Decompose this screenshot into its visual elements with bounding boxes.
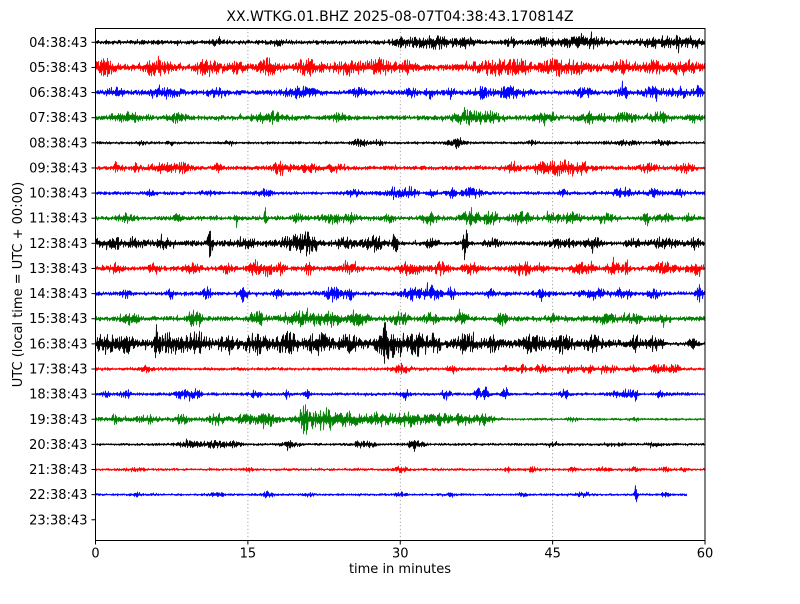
y-tick-label: 13:38:43 xyxy=(29,262,87,277)
trace-12:38:43 xyxy=(95,229,705,261)
trace-15:38:43 xyxy=(95,307,705,328)
axis-ticks: 0 15 30 45 60 04:38:43 05:38:43 06:38:43 07:38:4… xyxy=(29,36,713,562)
trace-20:38:43 xyxy=(95,438,705,452)
y-tick-label: 21:38:43 xyxy=(29,463,87,478)
plot-title: XX.WTKG.01.BHZ 2025-08-07T04:38:43.17081… xyxy=(226,9,573,25)
y-tick-label: 12:38:43 xyxy=(29,237,87,252)
y-tick-label: 11:38:43 xyxy=(29,212,87,227)
y-tick-label: 10:38:43 xyxy=(29,187,87,202)
y-tick-label: 06:38:43 xyxy=(29,86,87,101)
y-tick-label: 14:38:43 xyxy=(29,287,87,302)
x-tick-label: 15 xyxy=(240,547,257,562)
y-axis-label: UTC (local time = UTC + 00:00) xyxy=(11,182,26,387)
y-tick-label: 04:38:43 xyxy=(29,36,87,51)
y-tick-label: 05:38:43 xyxy=(29,61,87,76)
x-axis-label: time in minutes xyxy=(349,562,451,577)
x-tick-label: 0 xyxy=(91,547,99,562)
trace-07:38:43 xyxy=(95,106,705,127)
trace-16:38:43 xyxy=(95,322,705,364)
y-tick-label: 20:38:43 xyxy=(29,438,87,453)
trace-13:38:43 xyxy=(95,256,705,278)
x-tick-label: 60 xyxy=(697,547,714,562)
trace-04:38:43 xyxy=(95,31,705,54)
y-tick-label: 07:38:43 xyxy=(29,111,87,126)
trace-14:38:43 xyxy=(95,282,705,303)
x-tick-label: 30 xyxy=(392,547,409,562)
trace-09:38:43 xyxy=(95,159,705,177)
y-tick-label: 23:38:43 xyxy=(29,513,87,528)
trace-21:38:43 xyxy=(95,465,705,474)
y-tick-label: 22:38:43 xyxy=(29,488,87,503)
y-tick-label: 19:38:43 xyxy=(29,413,87,428)
trace-22:38:43 xyxy=(95,485,687,503)
trace-19:38:43 xyxy=(95,404,705,435)
trace-05:38:43 xyxy=(95,55,705,78)
y-tick-label: 15:38:43 xyxy=(29,312,87,327)
trace-11:38:43 xyxy=(95,206,705,229)
trace-18:38:43 xyxy=(95,386,705,402)
y-tick-label: 09:38:43 xyxy=(29,161,87,176)
y-tick-label: 17:38:43 xyxy=(29,362,87,377)
y-tick-label: 08:38:43 xyxy=(29,136,87,151)
trace-06:38:43 xyxy=(95,80,705,102)
y-tick-label: 16:38:43 xyxy=(29,337,87,352)
trace-10:38:43 xyxy=(95,185,705,201)
y-tick-label: 18:38:43 xyxy=(29,388,87,403)
x-tick-label: 45 xyxy=(544,547,561,562)
grid-lines xyxy=(247,28,554,541)
trace-layer xyxy=(95,31,705,503)
trace-17:38:43 xyxy=(95,362,705,375)
trace-08:38:43 xyxy=(95,137,705,150)
